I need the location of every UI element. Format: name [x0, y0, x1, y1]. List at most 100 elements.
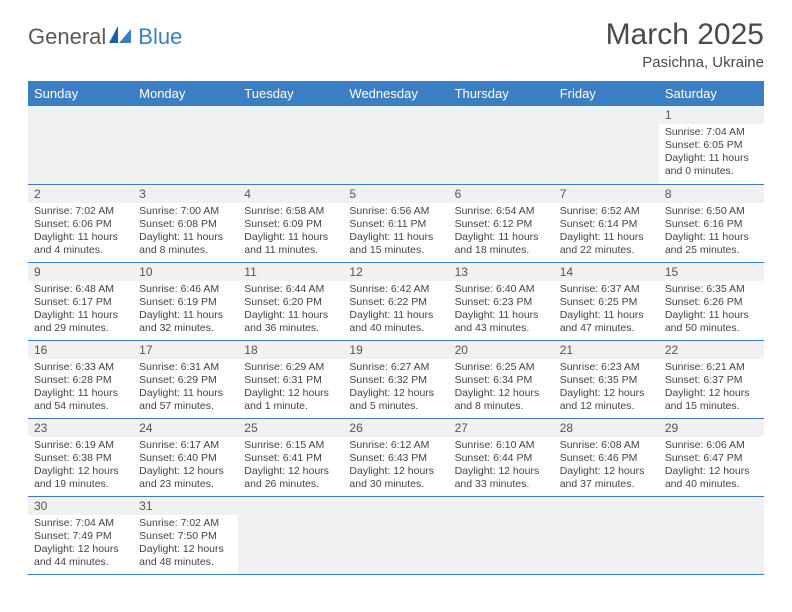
day-number: 24	[133, 419, 238, 437]
day-number: 26	[343, 419, 448, 437]
logo-text-general: General	[28, 24, 106, 50]
day-number: 30	[28, 497, 133, 515]
header: General Blue March 2025 Pasichna, Ukrain…	[28, 18, 764, 71]
day-content: Sunrise: 7:04 AMSunset: 7:49 PMDaylight:…	[28, 515, 133, 574]
day-number: 4	[238, 185, 343, 203]
calendar-cell: 31Sunrise: 7:02 AMSunset: 7:50 PMDayligh…	[133, 496, 238, 574]
day-content: Sunrise: 6:19 AMSunset: 6:38 PMDaylight:…	[28, 437, 133, 496]
calendar-cell: 3Sunrise: 7:00 AMSunset: 6:08 PMDaylight…	[133, 184, 238, 262]
calendar-cell: 21Sunrise: 6:23 AMSunset: 6:35 PMDayligh…	[554, 340, 659, 418]
day-content: Sunrise: 6:35 AMSunset: 6:26 PMDaylight:…	[659, 281, 764, 340]
day-content: Sunrise: 6:17 AMSunset: 6:40 PMDaylight:…	[133, 437, 238, 496]
calendar-cell: 24Sunrise: 6:17 AMSunset: 6:40 PMDayligh…	[133, 418, 238, 496]
title-block: March 2025 Pasichna, Ukraine	[606, 18, 764, 71]
day-content: Sunrise: 6:25 AMSunset: 6:34 PMDaylight:…	[449, 359, 554, 418]
day-content: Sunrise: 6:58 AMSunset: 6:09 PMDaylight:…	[238, 203, 343, 262]
day-number: 29	[659, 419, 764, 437]
day-content: Sunrise: 6:54 AMSunset: 6:12 PMDaylight:…	[449, 203, 554, 262]
calendar-cell: 19Sunrise: 6:27 AMSunset: 6:32 PMDayligh…	[343, 340, 448, 418]
calendar-cell: 9Sunrise: 6:48 AMSunset: 6:17 PMDaylight…	[28, 262, 133, 340]
day-content: Sunrise: 7:00 AMSunset: 6:08 PMDaylight:…	[133, 203, 238, 262]
calendar-cell	[28, 106, 133, 184]
calendar-cell: 29Sunrise: 6:06 AMSunset: 6:47 PMDayligh…	[659, 418, 764, 496]
calendar-cell: 23Sunrise: 6:19 AMSunset: 6:38 PMDayligh…	[28, 418, 133, 496]
calendar-cell: 13Sunrise: 6:40 AMSunset: 6:23 PMDayligh…	[449, 262, 554, 340]
day-content: Sunrise: 7:02 AMSunset: 6:06 PMDaylight:…	[28, 203, 133, 262]
calendar-cell: 17Sunrise: 6:31 AMSunset: 6:29 PMDayligh…	[133, 340, 238, 418]
calendar-cell: 30Sunrise: 7:04 AMSunset: 7:49 PMDayligh…	[28, 496, 133, 574]
day-content: Sunrise: 6:12 AMSunset: 6:43 PMDaylight:…	[343, 437, 448, 496]
day-number: 31	[133, 497, 238, 515]
day-content: Sunrise: 6:33 AMSunset: 6:28 PMDaylight:…	[28, 359, 133, 418]
day-content: Sunrise: 6:52 AMSunset: 6:14 PMDaylight:…	[554, 203, 659, 262]
calendar-cell: 12Sunrise: 6:42 AMSunset: 6:22 PMDayligh…	[343, 262, 448, 340]
day-content: Sunrise: 6:50 AMSunset: 6:16 PMDaylight:…	[659, 203, 764, 262]
table-row: 30Sunrise: 7:04 AMSunset: 7:49 PMDayligh…	[28, 496, 764, 574]
day-number: 23	[28, 419, 133, 437]
calendar-cell: 8Sunrise: 6:50 AMSunset: 6:16 PMDaylight…	[659, 184, 764, 262]
calendar-cell	[659, 496, 764, 574]
weekday-header-row: Sunday Monday Tuesday Wednesday Thursday…	[28, 81, 764, 106]
weekday-header: Saturday	[659, 81, 764, 106]
day-number: 27	[449, 419, 554, 437]
day-number: 14	[554, 263, 659, 281]
weekday-header: Sunday	[28, 81, 133, 106]
weekday-header: Friday	[554, 81, 659, 106]
logo: General Blue	[28, 24, 182, 50]
calendar-cell: 18Sunrise: 6:29 AMSunset: 6:31 PMDayligh…	[238, 340, 343, 418]
table-row: 1Sunrise: 7:04 AMSunset: 6:05 PMDaylight…	[28, 106, 764, 184]
table-row: 2Sunrise: 7:02 AMSunset: 6:06 PMDaylight…	[28, 184, 764, 262]
calendar-cell: 28Sunrise: 6:08 AMSunset: 6:46 PMDayligh…	[554, 418, 659, 496]
calendar-cell: 11Sunrise: 6:44 AMSunset: 6:20 PMDayligh…	[238, 262, 343, 340]
day-number: 1	[659, 106, 764, 124]
calendar-cell	[449, 106, 554, 184]
day-number: 11	[238, 263, 343, 281]
day-content: Sunrise: 6:37 AMSunset: 6:25 PMDaylight:…	[554, 281, 659, 340]
calendar-cell: 5Sunrise: 6:56 AMSunset: 6:11 PMDaylight…	[343, 184, 448, 262]
day-content: Sunrise: 6:10 AMSunset: 6:44 PMDaylight:…	[449, 437, 554, 496]
day-number: 7	[554, 185, 659, 203]
day-number: 21	[554, 341, 659, 359]
day-number: 25	[238, 419, 343, 437]
table-row: 16Sunrise: 6:33 AMSunset: 6:28 PMDayligh…	[28, 340, 764, 418]
day-number: 3	[133, 185, 238, 203]
calendar-cell	[554, 496, 659, 574]
calendar-cell: 14Sunrise: 6:37 AMSunset: 6:25 PMDayligh…	[554, 262, 659, 340]
day-content: Sunrise: 6:15 AMSunset: 6:41 PMDaylight:…	[238, 437, 343, 496]
weekday-header: Monday	[133, 81, 238, 106]
day-number: 2	[28, 185, 133, 203]
day-number: 16	[28, 341, 133, 359]
calendar-cell: 7Sunrise: 6:52 AMSunset: 6:14 PMDaylight…	[554, 184, 659, 262]
day-content: Sunrise: 7:04 AMSunset: 6:05 PMDaylight:…	[659, 124, 764, 183]
calendar-cell	[343, 106, 448, 184]
day-number: 15	[659, 263, 764, 281]
day-content: Sunrise: 6:21 AMSunset: 6:37 PMDaylight:…	[659, 359, 764, 418]
day-content: Sunrise: 7:02 AMSunset: 7:50 PMDaylight:…	[133, 515, 238, 574]
day-content: Sunrise: 6:42 AMSunset: 6:22 PMDaylight:…	[343, 281, 448, 340]
calendar-cell: 6Sunrise: 6:54 AMSunset: 6:12 PMDaylight…	[449, 184, 554, 262]
calendar-cell	[554, 106, 659, 184]
day-number: 17	[133, 341, 238, 359]
calendar-cell: 20Sunrise: 6:25 AMSunset: 6:34 PMDayligh…	[449, 340, 554, 418]
calendar-cell: 2Sunrise: 7:02 AMSunset: 6:06 PMDaylight…	[28, 184, 133, 262]
day-number: 20	[449, 341, 554, 359]
weekday-header: Wednesday	[343, 81, 448, 106]
day-number: 22	[659, 341, 764, 359]
day-number: 18	[238, 341, 343, 359]
day-number: 12	[343, 263, 448, 281]
day-number: 9	[28, 263, 133, 281]
day-number: 28	[554, 419, 659, 437]
calendar-cell: 25Sunrise: 6:15 AMSunset: 6:41 PMDayligh…	[238, 418, 343, 496]
day-number: 19	[343, 341, 448, 359]
table-row: 9Sunrise: 6:48 AMSunset: 6:17 PMDaylight…	[28, 262, 764, 340]
day-number: 6	[449, 185, 554, 203]
calendar-table: Sunday Monday Tuesday Wednesday Thursday…	[28, 81, 764, 575]
day-content: Sunrise: 6:29 AMSunset: 6:31 PMDaylight:…	[238, 359, 343, 418]
day-content: Sunrise: 6:27 AMSunset: 6:32 PMDaylight:…	[343, 359, 448, 418]
day-number: 10	[133, 263, 238, 281]
day-content: Sunrise: 6:06 AMSunset: 6:47 PMDaylight:…	[659, 437, 764, 496]
page-title: March 2025	[606, 18, 764, 52]
calendar-cell: 1Sunrise: 7:04 AMSunset: 6:05 PMDaylight…	[659, 106, 764, 184]
day-content: Sunrise: 6:56 AMSunset: 6:11 PMDaylight:…	[343, 203, 448, 262]
calendar-cell: 22Sunrise: 6:21 AMSunset: 6:37 PMDayligh…	[659, 340, 764, 418]
